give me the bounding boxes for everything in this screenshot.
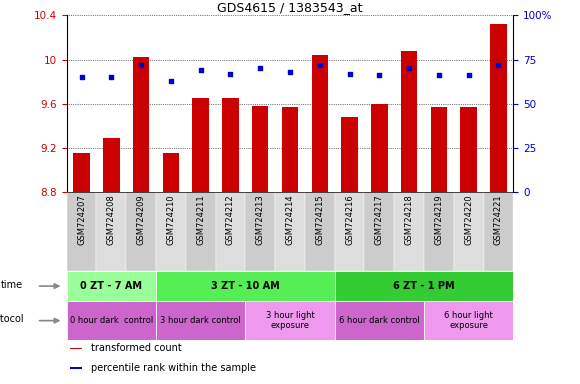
Text: 3 hour light
exposure: 3 hour light exposure (266, 311, 314, 330)
Bar (103, 138, 119, 192)
Bar (70, 348, 82, 349)
Point (375, 72, 384, 78)
Text: GSM724216: GSM724216 (345, 194, 354, 245)
Bar (186, 192, 216, 271)
Point (345, 71, 354, 77)
Text: 6 hour dark control: 6 hour dark control (339, 316, 420, 325)
Title: GDS4615 / 1383543_at: GDS4615 / 1383543_at (218, 1, 362, 14)
Bar (67, 192, 96, 271)
Bar (371, 104, 387, 192)
Point (107, 74, 116, 80)
Text: GSM724220: GSM724220 (464, 194, 473, 245)
Bar (401, 51, 417, 192)
Bar (67, 271, 156, 301)
Point (434, 72, 444, 78)
Point (494, 62, 503, 68)
Text: GSM724217: GSM724217 (375, 194, 384, 245)
Text: 3 hour dark control: 3 hour dark control (160, 316, 241, 325)
Bar (156, 192, 186, 271)
Text: time: time (1, 280, 23, 290)
Bar (335, 271, 513, 301)
Bar (193, 98, 209, 192)
Bar (275, 192, 305, 271)
Bar (461, 107, 477, 192)
Point (136, 62, 146, 68)
Bar (156, 271, 335, 301)
Text: GSM724209: GSM724209 (137, 194, 146, 245)
Bar (484, 192, 513, 271)
Bar (364, 192, 394, 271)
Bar (245, 301, 335, 340)
Text: GSM724214: GSM724214 (285, 194, 295, 245)
Bar (424, 192, 454, 271)
Bar (335, 192, 364, 271)
Text: GSM724208: GSM724208 (107, 194, 116, 245)
Text: GSM724221: GSM724221 (494, 194, 503, 245)
Text: 6 ZT - 1 PM: 6 ZT - 1 PM (393, 281, 455, 291)
Point (464, 72, 473, 78)
Bar (424, 301, 513, 340)
Bar (282, 107, 298, 192)
Point (285, 69, 295, 75)
Text: 0 hour dark  control: 0 hour dark control (70, 316, 153, 325)
Text: GSM724213: GSM724213 (256, 194, 264, 245)
Point (256, 65, 265, 71)
Bar (222, 98, 238, 192)
Bar (156, 301, 245, 340)
Text: protocol: protocol (0, 314, 23, 324)
Bar (245, 192, 275, 271)
Bar (67, 301, 156, 340)
Text: 6 hour light
exposure: 6 hour light exposure (444, 311, 493, 330)
Bar (394, 192, 424, 271)
Text: GSM724212: GSM724212 (226, 194, 235, 245)
Bar (163, 153, 179, 192)
Bar (431, 107, 447, 192)
Bar (490, 24, 506, 192)
Bar (126, 192, 156, 271)
Point (196, 67, 205, 73)
Text: GSM724211: GSM724211 (196, 194, 205, 245)
Point (404, 65, 414, 71)
Text: transformed count: transformed count (91, 343, 182, 353)
Text: GSM724210: GSM724210 (166, 194, 175, 245)
Point (77, 74, 86, 80)
Bar (70, 367, 82, 369)
Bar (96, 192, 126, 271)
Text: 0 ZT - 7 AM: 0 ZT - 7 AM (81, 281, 142, 291)
Bar (74, 153, 90, 192)
Bar (454, 192, 484, 271)
Bar (305, 192, 335, 271)
Bar (311, 55, 328, 192)
Bar (342, 117, 358, 192)
Text: GSM724207: GSM724207 (77, 194, 86, 245)
Text: percentile rank within the sample: percentile rank within the sample (91, 363, 256, 373)
Point (166, 78, 176, 84)
Bar (335, 301, 424, 340)
Bar (133, 57, 149, 192)
Bar (216, 192, 245, 271)
Point (226, 71, 235, 77)
Point (315, 62, 324, 68)
Text: GSM724215: GSM724215 (316, 194, 324, 245)
Text: GSM724218: GSM724218 (405, 194, 414, 245)
Bar (252, 106, 269, 192)
Text: 3 ZT - 10 AM: 3 ZT - 10 AM (211, 281, 280, 291)
Text: GSM724219: GSM724219 (434, 194, 443, 245)
